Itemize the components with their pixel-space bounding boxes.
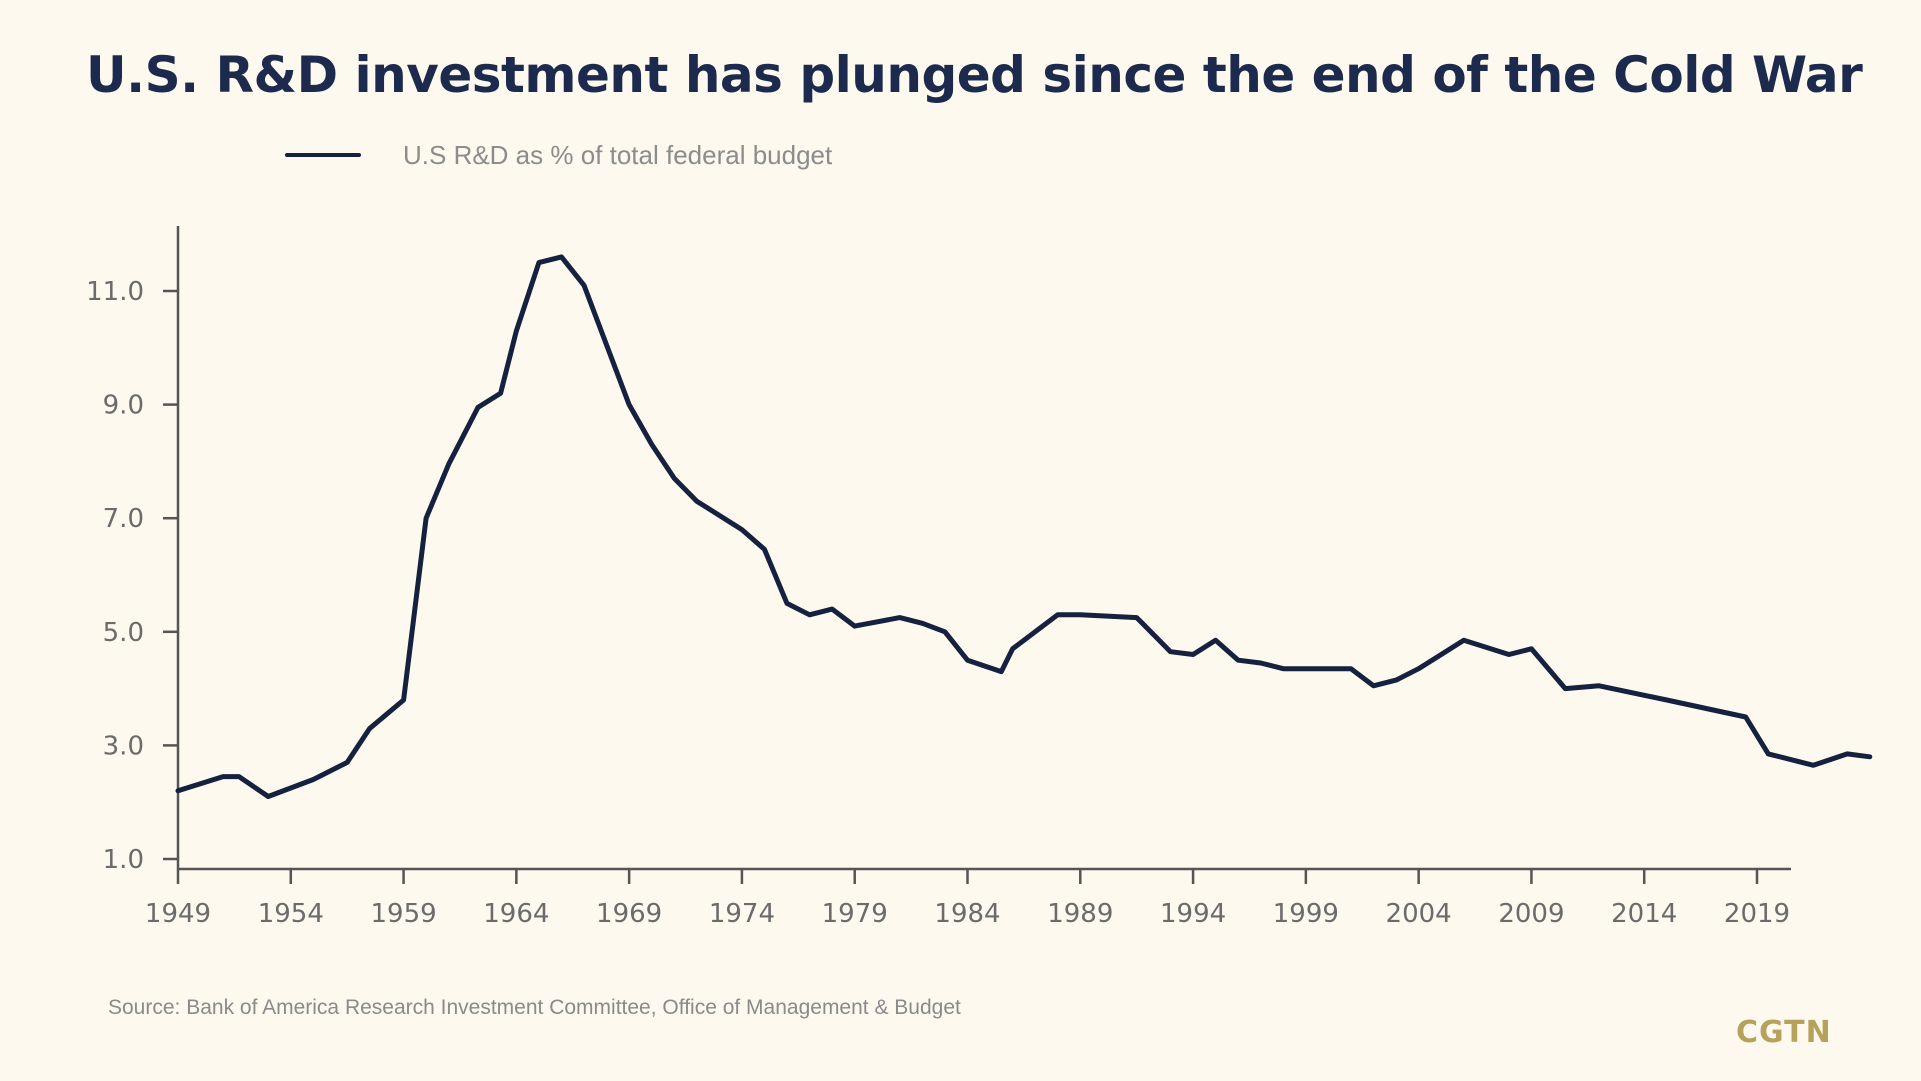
y-tick-label: 5.0 [103, 618, 144, 648]
x-tick-label: 1969 [596, 899, 662, 929]
x-tick-label: 2009 [1498, 899, 1564, 929]
x-tick-label: 2004 [1386, 899, 1452, 929]
x-axis: 1949 1954 1959 1964 1969 1974 1979 1984 1989 1994… [145, 867, 1791, 929]
source-note: Source: Bank of America Research Investm… [108, 996, 961, 1019]
x-tick-label: 1959 [370, 899, 436, 929]
y-tick-label: 9.0 [103, 391, 144, 421]
cgtn-logo: CGTN [1736, 1015, 1832, 1050]
y-axis: 1.0 3.0 5.0 7.0 9.0 11.0 [86, 226, 180, 875]
legend: U.S R&D as % of total federal budget [285, 138, 832, 172]
y-tick-label: 3.0 [103, 731, 144, 761]
x-tick-label: 1954 [258, 899, 324, 929]
x-tick-label: 1989 [1047, 899, 1113, 929]
chart-title: U.S. R&D investment has plunged since th… [86, 46, 1863, 104]
y-tick-label: 7.0 [103, 504, 144, 534]
series-line [175, 254, 1873, 799]
x-tick-label: 1984 [934, 899, 1000, 929]
legend-line-swatch [285, 153, 361, 157]
x-tick-label: 1949 [145, 899, 211, 929]
x-tick-label: 2019 [1724, 899, 1790, 929]
x-tick-label: 1979 [822, 899, 888, 929]
legend-label: U.S R&D as % of total federal budget [403, 139, 833, 170]
x-tick-label: 1974 [709, 899, 775, 929]
y-tick-label: 11.0 [86, 277, 144, 307]
x-tick-label: 1994 [1160, 899, 1226, 929]
x-tick-label: 1999 [1273, 899, 1339, 929]
x-tick-label: 2014 [1611, 899, 1677, 929]
x-tick-label: 1964 [483, 899, 549, 929]
y-tick-label: 1.0 [103, 845, 144, 875]
